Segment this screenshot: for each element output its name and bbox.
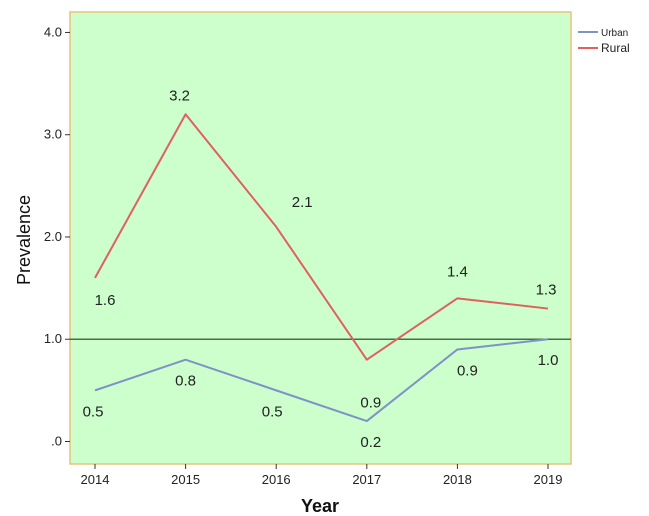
x-tick-label: 2014 <box>81 472 110 487</box>
plot-background <box>69 11 572 465</box>
legend-label-urban: Urban <box>601 28 628 39</box>
legend-label-rural: Rural <box>601 41 630 55</box>
series-line-urban <box>94 338 549 423</box>
x-axis: 2014 2015 2016 2017 2018 2019 <box>81 464 563 487</box>
series-line-rural <box>94 113 549 361</box>
data-label-rural: 2.1 <box>292 194 313 211</box>
data-label-rural: 1.3 <box>536 282 557 299</box>
data-label-urban: 0.2 <box>360 434 381 451</box>
x-axis-title: Year <box>301 496 339 516</box>
data-label-urban: 0.5 <box>262 403 283 420</box>
x-tick-label: 2016 <box>262 472 291 487</box>
data-label-urban: 0.5 <box>83 403 104 420</box>
legend: Urban Rural <box>578 28 630 55</box>
y-tick-label: 2.0 <box>44 229 62 244</box>
x-tick-label: 2018 <box>443 472 472 487</box>
y-tick-label: 1.0 <box>44 331 62 346</box>
y-axis-title: Prevalence <box>14 195 34 285</box>
x-tick-label: 2019 <box>534 472 563 487</box>
y-tick-label: 3.0 <box>44 127 62 142</box>
series-group <box>94 113 549 423</box>
data-label-urban: 0.9 <box>457 362 478 379</box>
data-label-rural: 0.9 <box>360 395 381 412</box>
data-labels-group: 0.5 0.8 0.5 0.2 0.9 1.0 1.6 3.2 2.1 0.9 1.4 1.3 <box>83 87 559 451</box>
data-label-urban: 1.0 <box>538 352 559 369</box>
x-tick-label: 2017 <box>352 472 381 487</box>
y-tick-label: 4.0 <box>44 24 62 39</box>
data-label-urban: 0.8 <box>175 373 196 390</box>
data-label-rural: 1.6 <box>95 292 116 309</box>
y-tick-label: .0 <box>51 434 62 449</box>
data-label-rural: 3.2 <box>169 87 190 104</box>
x-tick-label: 2015 <box>171 472 200 487</box>
data-label-rural: 1.4 <box>447 263 468 280</box>
y-axis: .0 1.0 2.0 3.0 4.0 <box>44 24 70 449</box>
